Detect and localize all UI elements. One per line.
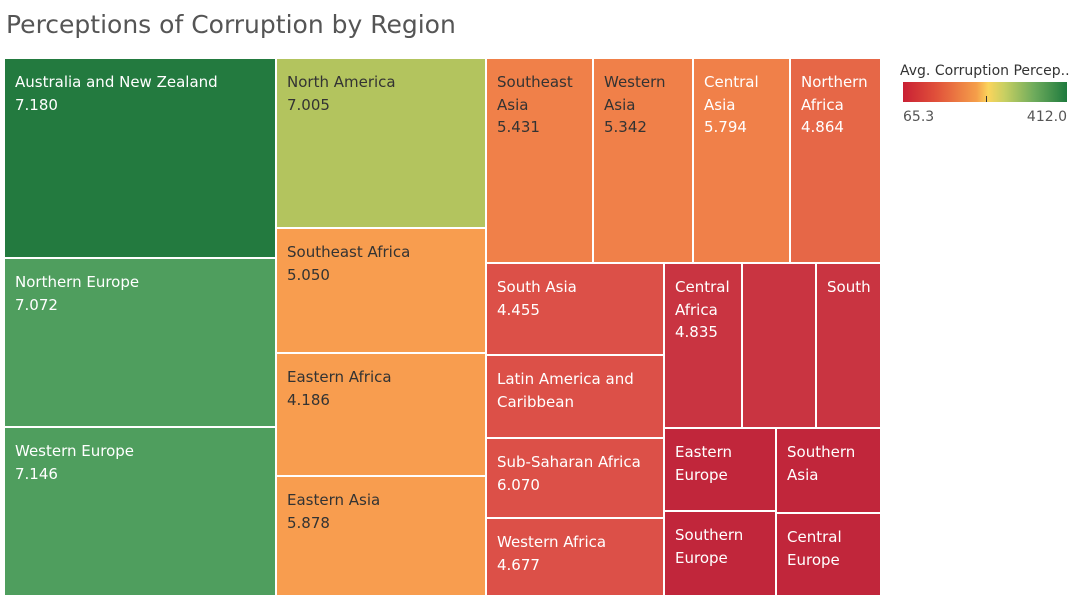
tile-value: 4.186 [287, 390, 330, 409]
treemap-tile[interactable]: Australia and New Zealand 7.180 [5, 59, 277, 259]
treemap-tile[interactable]: Western Africa 4.677 [487, 519, 665, 597]
tile-value: 5.794 [704, 118, 747, 136]
tile-value: 7.146 [15, 464, 58, 483]
chart-title: Perceptions of Corruption by Region [6, 10, 456, 39]
tile-label: Eastern Europe [675, 443, 733, 484]
tile-label: Sub-Saharan Africa [497, 453, 641, 471]
treemap-tile[interactable]: South [817, 264, 882, 429]
tile-value: 7.072 [15, 295, 58, 314]
tile-label: Central Europe [787, 528, 842, 569]
treemap-tile[interactable]: Central Africa 4.835 [665, 264, 743, 429]
legend-min-label: 65.3 [903, 109, 935, 125]
legend-title: Avg. Corruption Percep.. [900, 63, 1070, 79]
tile-label: Northern Europe [15, 273, 140, 291]
tile-value: 5.342 [604, 118, 647, 136]
treemap-tile[interactable]: Northern Europe 7.072 [5, 259, 277, 428]
tile-value: 5.431 [497, 118, 540, 136]
treemap-tile[interactable]: Central Asia 5.794 [694, 59, 791, 264]
tile-label: North America [287, 73, 396, 91]
tile-value: 4.864 [801, 118, 844, 136]
tile-value: 5.878 [287, 513, 330, 532]
tile-value: 4.835 [675, 323, 718, 341]
tile-label: Southeast Asia [497, 73, 573, 114]
tile-label: South [827, 278, 871, 296]
tile-label: Australia and New Zealand [15, 73, 218, 91]
treemap: Australia and New Zealand 7.180 Northern E… [5, 59, 882, 597]
treemap-tile[interactable]: South Asia 4.455 [487, 264, 665, 356]
tile-label: Latin America and Caribbean [497, 370, 634, 411]
tile-label: Western Asia [604, 73, 666, 114]
tile-label: Southeast Africa [287, 243, 411, 261]
tile-value: 5.050 [287, 265, 330, 284]
tile-label: Southern Asia [787, 443, 856, 484]
tile-label: Western Europe [15, 442, 135, 460]
tile-label: Western Africa [497, 533, 607, 551]
tile-label: Central Asia [704, 73, 759, 114]
treemap-tile[interactable] [743, 264, 817, 429]
treemap-tile[interactable]: Latin America and Caribbean [487, 356, 665, 439]
treemap-tile[interactable]: Western Europe 7.146 [5, 428, 277, 597]
legend-max-label: 412.0 [1026, 109, 1067, 125]
treemap-tile[interactable]: Eastern Europe [665, 429, 777, 512]
treemap-tile[interactable]: North America 7.005 [277, 59, 487, 229]
tile-label: Eastern Asia [287, 491, 381, 509]
tile-label: South Asia [497, 278, 577, 296]
legend-tick-marker [986, 96, 987, 102]
treemap-tile[interactable]: Eastern Asia 5.878 [277, 477, 487, 597]
treemap-tile[interactable]: Southeast Asia 5.431 [487, 59, 594, 264]
treemap-tile[interactable]: Southern Asia [777, 429, 882, 514]
tile-value: 4.455 [497, 300, 540, 319]
tile-label: Central Africa [675, 278, 730, 319]
treemap-tile[interactable]: Eastern Africa 4.186 [277, 354, 487, 477]
legend-color-ramp[interactable] [903, 82, 1067, 102]
tile-label: Eastern Africa [287, 368, 392, 386]
tile-value: 6.070 [497, 475, 540, 494]
treemap-tile[interactable]: Central Europe [777, 514, 882, 597]
treemap-tile[interactable]: Northern Africa 4.864 [791, 59, 882, 264]
tile-label: Northern Africa [801, 73, 868, 114]
tile-label: Southern Europe [675, 526, 744, 567]
treemap-tile[interactable]: Southeast Africa 5.050 [277, 229, 487, 354]
treemap-tile[interactable]: Western Asia 5.342 [594, 59, 694, 264]
tile-value: 7.005 [287, 95, 330, 114]
treemap-tile[interactable]: Southern Europe [665, 512, 777, 597]
tile-value: 4.677 [497, 555, 540, 574]
treemap-tile[interactable]: Sub-Saharan Africa 6.070 [487, 439, 665, 519]
tile-value: 7.180 [15, 95, 58, 114]
